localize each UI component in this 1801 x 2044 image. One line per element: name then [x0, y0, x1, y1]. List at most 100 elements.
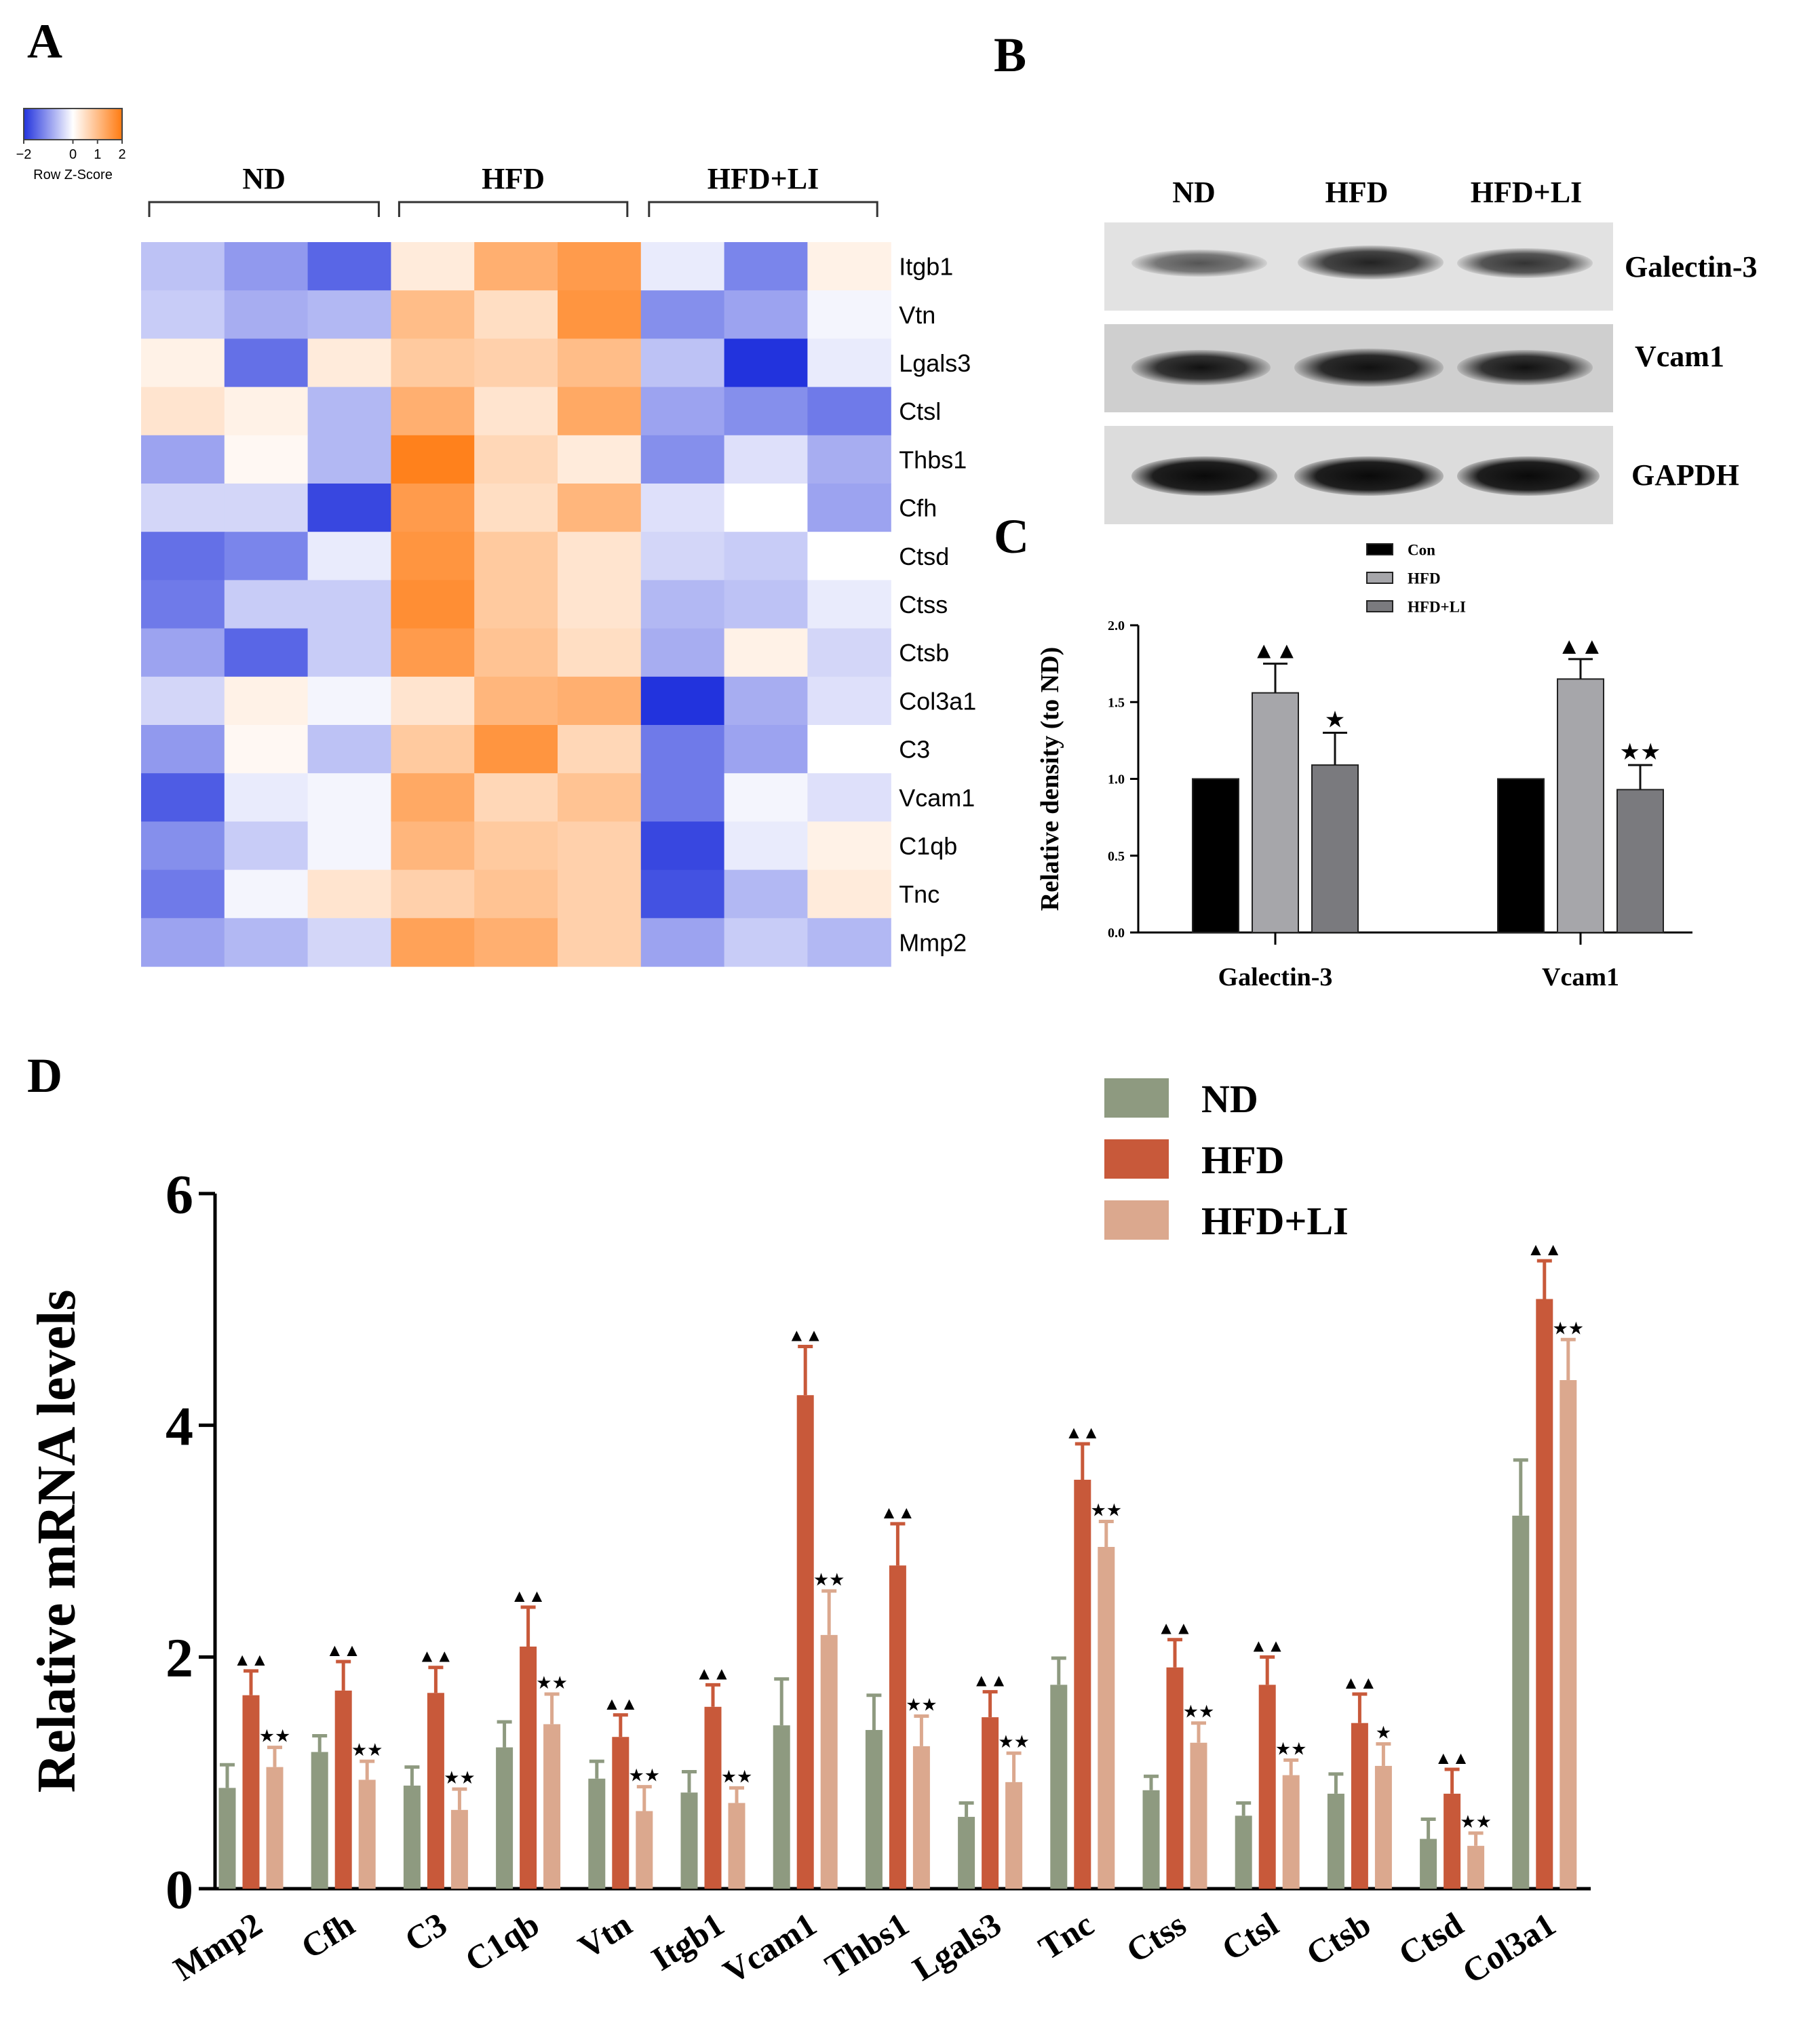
heatmap-cell [224, 484, 309, 532]
bar [242, 1695, 260, 1889]
heatmap-cell [141, 869, 225, 919]
bar [1536, 1299, 1553, 1889]
bar [1374, 1765, 1392, 1889]
heatmap-cell [807, 387, 891, 436]
heatmap-cell [558, 773, 642, 822]
significance-mark: ★★ [628, 1765, 660, 1786]
legend-swatch [1366, 543, 1393, 555]
heatmap-cell [474, 676, 558, 726]
heatmap-cell [640, 242, 725, 291]
heatmap-cell [307, 387, 391, 436]
y-tick-label: 0 [166, 1859, 193, 1921]
heatmap-cell [807, 676, 891, 726]
heatmap-cell [474, 290, 558, 339]
color-key-label: 0 [69, 147, 77, 162]
heatmap-gene-label: Tnc [899, 880, 940, 908]
bar [1098, 1547, 1115, 1889]
bar [1235, 1815, 1252, 1889]
heatmap-cell [307, 676, 391, 726]
x-category-label: Vcam1 [716, 1905, 823, 1991]
y-tick-label: 4 [166, 1395, 193, 1457]
significance-mark: ★★ [536, 1672, 568, 1693]
bar [427, 1693, 444, 1889]
blot-band-gapdh [1104, 426, 1613, 524]
significance-mark: ★★ [1090, 1499, 1122, 1520]
heatmap-cell [224, 290, 309, 339]
bar [1050, 1685, 1068, 1889]
heatmap-cell [724, 338, 808, 388]
bar [958, 1817, 975, 1889]
y-tick-label: 1.5 [1108, 695, 1125, 710]
significance-mark: ▲▲ [1250, 1635, 1284, 1655]
heatmap-cell [724, 628, 808, 677]
legend-label: ND [1201, 1077, 1258, 1121]
heatmap-cell [307, 628, 391, 677]
heatmap-gene-label: Cfh [899, 494, 937, 522]
heatmap-cell [391, 532, 475, 581]
bar [266, 1767, 284, 1889]
significance-mark: ★★ [351, 1740, 383, 1760]
heatmap-cell [558, 725, 642, 774]
heatmap-cell [391, 387, 475, 436]
heatmap-cell [391, 580, 475, 629]
significance-mark: ★★ [1552, 1318, 1584, 1338]
group-bracket [398, 201, 629, 217]
heatmap-cell [474, 532, 558, 581]
heatmap-gene-label: Ctss [899, 591, 948, 618]
bar [1258, 1685, 1276, 1889]
blot-band-vcam1 [1104, 324, 1613, 412]
bar [1512, 1515, 1530, 1889]
heatmap-cell [224, 532, 309, 581]
heatmap-cell [391, 242, 475, 291]
heatmap-cell [558, 628, 642, 677]
x-category-label: Galectin-3 [1218, 963, 1333, 991]
heatmap-cell [558, 435, 642, 484]
heatmap-cell [141, 676, 225, 726]
heatmap-cell [391, 821, 475, 871]
heatmap-cell [474, 242, 558, 291]
significance-mark: ▲▲ [1557, 633, 1603, 659]
heatmap-cell [640, 628, 725, 677]
heatmap-cell [640, 725, 725, 774]
heatmap-cell [307, 532, 391, 581]
heatmap-gene-label: Ctsd [899, 543, 949, 570]
heatmap-cell [224, 918, 309, 967]
group-bracket [148, 201, 380, 217]
legend-swatch [1366, 600, 1393, 612]
heatmap-cell [307, 435, 391, 484]
bar [588, 1778, 606, 1889]
significance-mark: ▲▲ [419, 1646, 453, 1666]
heatmap-cell [558, 242, 642, 291]
heatmap-cell [141, 725, 225, 774]
heatmap-cell [724, 676, 808, 726]
significance-mark: ▲▲ [695, 1663, 730, 1683]
heatmap-cell [224, 773, 309, 822]
bar [865, 1729, 883, 1889]
heatmap-cell [141, 242, 225, 291]
heatmap-cell [807, 773, 891, 822]
x-category-label: Vcam1 [1542, 963, 1619, 991]
heatmap-cell [558, 338, 642, 388]
heatmap-cell [141, 435, 225, 484]
heatmap-gene-label: Mmp2 [899, 928, 967, 956]
heatmap-cell [807, 338, 891, 388]
heatmap-cell [558, 387, 642, 436]
x-category-label: Cfh [294, 1905, 361, 1966]
heatmap-cell [640, 290, 725, 339]
heatmap-cell [640, 869, 725, 919]
bar [1444, 1793, 1461, 1889]
bar [1467, 1845, 1485, 1889]
heatmap-cell [807, 580, 891, 629]
heatmap-cell [640, 676, 725, 726]
legend-swatch [1104, 1078, 1169, 1118]
y-axis-title: Relative mRNA levels [27, 1289, 87, 1792]
heatmap-cell [141, 484, 225, 532]
heatmap-gene-label: Itgb1 [899, 253, 953, 281]
heatmap-cell [224, 580, 309, 629]
heatmap-cell [474, 918, 558, 967]
heatmap-cell [807, 435, 891, 484]
heatmap-cell [391, 628, 475, 677]
heatmap-cell [391, 484, 475, 532]
heatmap-cell [391, 869, 475, 919]
heatmap-cell [307, 869, 391, 919]
